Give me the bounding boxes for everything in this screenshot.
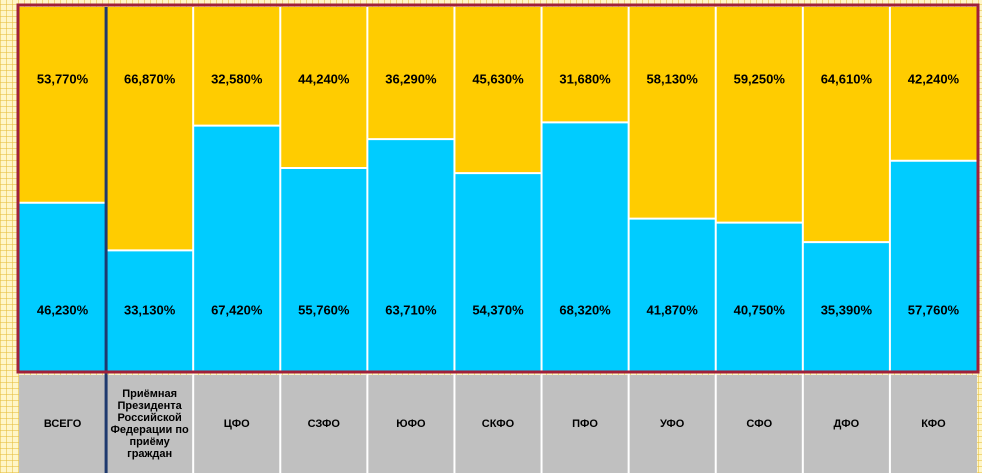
category-label: ВСЕГО [43, 418, 82, 430]
bar-segment [106, 7, 194, 251]
category-cell [193, 375, 281, 473]
bar-segment [715, 7, 803, 223]
value-label: 54,370% [472, 302, 524, 317]
category-box: СЗФО [307, 418, 340, 430]
value-label: 53,770% [37, 71, 89, 86]
category-label: ПФО [572, 418, 598, 430]
category-box: УФО [659, 418, 685, 430]
category-cell [367, 375, 455, 473]
bar-segment [802, 242, 890, 371]
category-box: ВСЕГО [43, 418, 82, 430]
category-box: КФО [921, 418, 946, 430]
bar-segment [541, 122, 629, 371]
category-box: ПФО [572, 418, 598, 430]
value-label: 46,230% [37, 302, 89, 317]
category-cell [280, 375, 368, 473]
category-label: ЦФО [223, 418, 250, 430]
category-cell [802, 375, 890, 473]
value-label: 67,420% [211, 302, 263, 317]
category-cell [454, 375, 542, 473]
bar-segment [19, 7, 107, 203]
value-label: 59,250% [734, 71, 786, 86]
category-box: СКФО [481, 418, 515, 430]
category-label: СЗФО [307, 418, 340, 430]
value-label: 36,290% [385, 71, 437, 86]
bar-segment [889, 7, 977, 161]
value-label: 44,240% [298, 71, 350, 86]
category-box: ДФО [833, 418, 860, 430]
bar-segment [280, 7, 368, 169]
category-label: СКФО [481, 418, 515, 430]
category-label: КФО [921, 418, 946, 430]
bar-segment [367, 7, 455, 140]
category-box: ЦФО [223, 418, 250, 430]
bar-segment [628, 7, 716, 219]
category-cell [541, 375, 629, 473]
bar-segment [802, 7, 890, 243]
value-label: 42,240% [908, 71, 960, 86]
bar-segment [280, 168, 368, 371]
value-label: 35,390% [821, 302, 873, 317]
bar-segment [193, 7, 281, 126]
category-label: Приёмная Президента Российской Федерации… [110, 388, 189, 460]
category-label: ЮФО [396, 418, 426, 430]
bar-segment [19, 202, 107, 371]
value-label: 64,610% [821, 71, 873, 86]
value-label: 33,130% [124, 302, 176, 317]
bar-segment [367, 139, 455, 371]
value-label: 55,760% [298, 302, 350, 317]
bar-segment [454, 173, 542, 371]
bar-segment [193, 125, 281, 371]
value-label: 41,870% [647, 302, 699, 317]
value-label: 68,320% [559, 302, 611, 317]
category-cell [889, 375, 977, 473]
plot-border [16, 3, 980, 374]
value-label: 66,870% [124, 71, 176, 86]
value-label: 45,630% [472, 71, 524, 86]
value-label: 32,580% [211, 71, 263, 86]
bar-segment [715, 222, 803, 371]
value-label: 31,680% [559, 71, 611, 86]
category-cell [628, 375, 716, 473]
bar-segment [106, 250, 194, 371]
bar-segment [628, 218, 716, 371]
value-label: 40,750% [734, 302, 786, 317]
category-label: СФО [746, 418, 773, 430]
value-label: 57,760% [908, 302, 960, 317]
category-box: ЮФО [396, 418, 426, 430]
category-label: УФО [659, 418, 685, 430]
bar-segment [454, 7, 542, 174]
bar-segment [541, 7, 629, 123]
category-box: Приёмная Президента Российской Федерации… [110, 388, 189, 460]
value-label: 58,130% [647, 71, 699, 86]
category-box: СФО [746, 418, 773, 430]
bar-segment [889, 160, 977, 371]
category-cell [19, 375, 107, 473]
value-label: 63,710% [385, 302, 437, 317]
category-label: ДФО [833, 418, 860, 430]
category-cell [715, 375, 803, 473]
category-cell [106, 375, 194, 473]
